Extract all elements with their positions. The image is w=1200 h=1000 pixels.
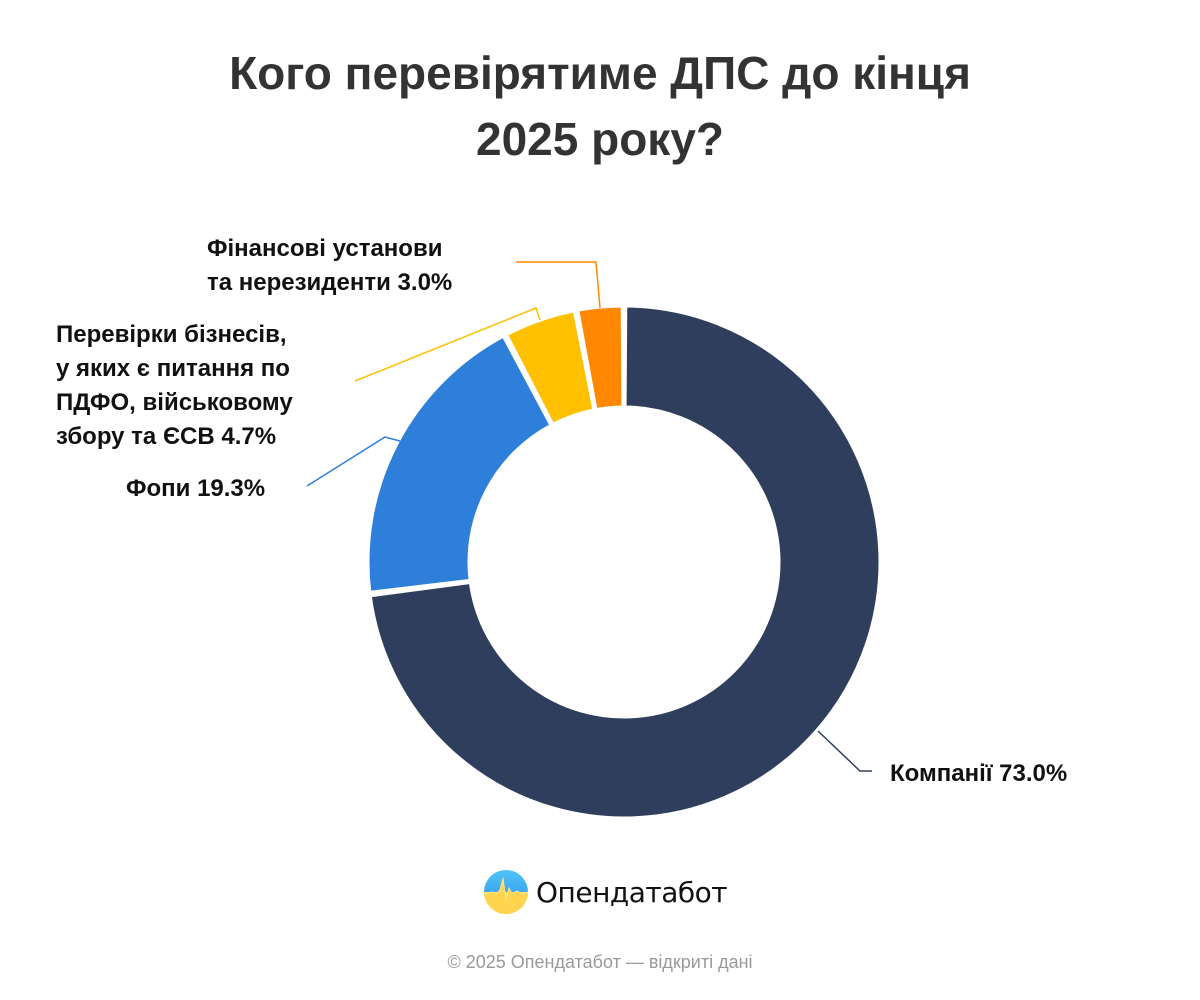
slice-kompanii — [368, 304, 882, 820]
leader-line-kompanii — [817, 730, 872, 772]
leader-line-fopy — [306, 436, 401, 487]
opendatabot-logo: Опендатабот — [484, 870, 728, 914]
leader-line-perevirky — [354, 307, 541, 382]
opendatabot-logo-icon — [484, 870, 528, 914]
chart-title-line2: 2025 року? — [475, 113, 724, 165]
leader-line-finansovi — [516, 261, 601, 309]
label-perevirky: Перевірки бізнесів, у яких є питання по … — [56, 321, 293, 450]
chart-title-line1: Кого перевірятиме ДПС до кінця — [229, 47, 971, 99]
donut-slices — [366, 304, 882, 820]
slice-fopy — [366, 334, 553, 594]
label-fopy: Фопи 19.3% — [126, 475, 266, 502]
slice-finansovi — [576, 304, 625, 412]
slice-perevirky — [505, 309, 596, 426]
opendatabot-logo-text: Опендатабот — [536, 875, 728, 909]
chart-title: Кого перевірятиме ДПС до кінця 2025 року… — [0, 40, 1200, 172]
footer-copyright: © 2025 Опендатабот — відкриті дані — [447, 952, 753, 972]
label-finansovi: Фінансові установи та нерезиденти 3.0% — [207, 235, 453, 296]
label-kompanii: Компанії 73.0% — [890, 760, 1068, 787]
